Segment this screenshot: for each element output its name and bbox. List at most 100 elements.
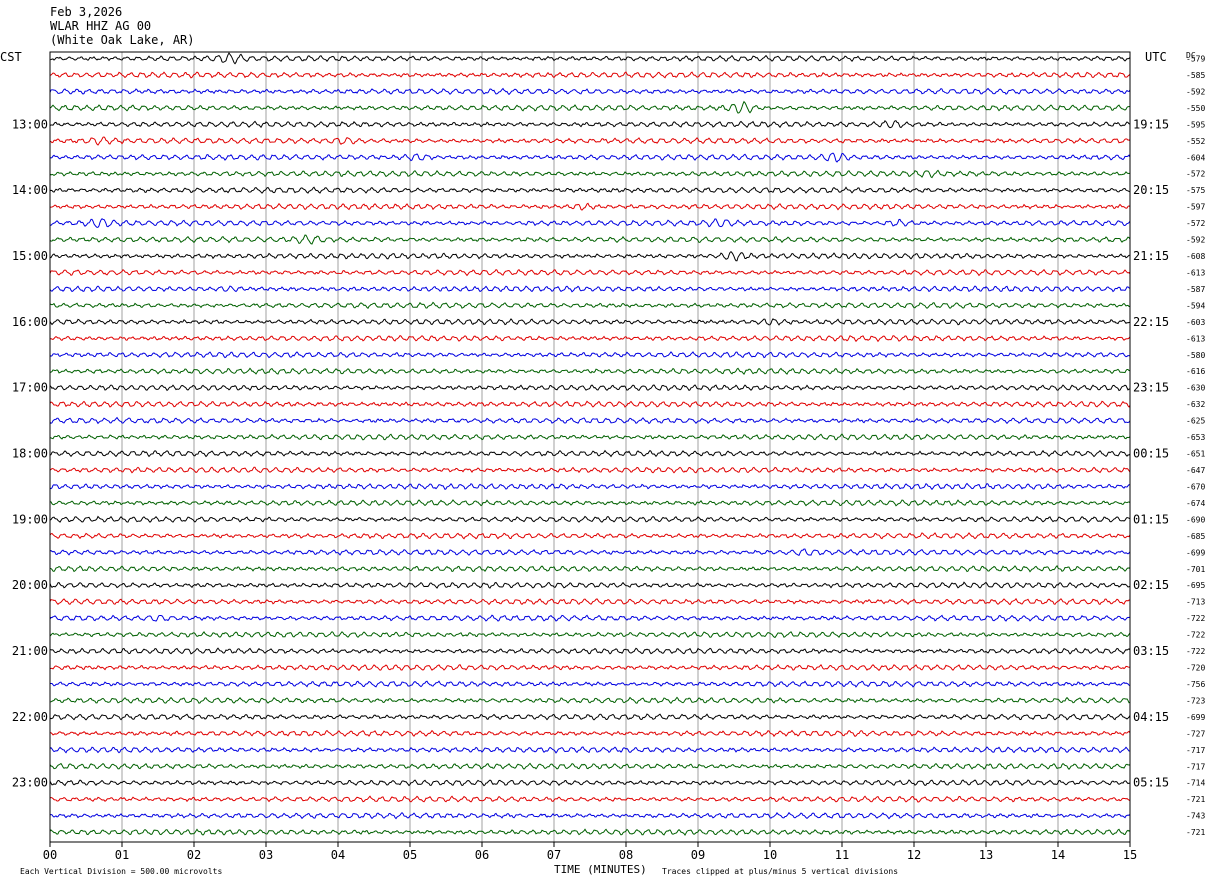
dc-offset-label: -699 [1186,713,1205,722]
left-hour-label: 22:00 [12,710,48,724]
station-location: (White Oak Lake, AR) [50,33,195,47]
dc-offset-label: -613 [1186,268,1205,277]
dc-offset-label: -572 [1186,219,1205,228]
clip-note: Traces clipped at plus/minus 5 vertical … [662,867,899,876]
trace-line-9 [49,202,1131,211]
x-tick-label: 08 [619,848,633,862]
dc-offset-label: -647 [1186,466,1205,475]
right-timezone-label: UTC [1145,50,1167,64]
dc-offset-label: -720 [1186,664,1205,673]
trace-line-17 [49,335,1131,343]
dc-offset-label: -604 [1186,153,1205,162]
dc-offset-label: -592 [1186,87,1205,96]
trace-line-34 [49,614,1131,622]
dc-offset-label: -721 [1186,828,1205,837]
trace-line-16 [49,318,1131,326]
dc-offset-label: -701 [1186,565,1205,574]
dc-offset-label: -653 [1186,433,1205,442]
dc-offset-label: -616 [1186,367,1205,376]
dc-offset-label: -756 [1186,680,1205,689]
dc-offset-label: -722 [1186,614,1205,623]
left-hour-label: 17:00 [12,381,48,395]
dc-offset-label: -714 [1186,779,1205,788]
trace-line-33 [49,597,1131,606]
left-timezone-label: CST [0,50,22,64]
dc-offset-label: -580 [1186,351,1205,360]
x-axis-label: TIME (MINUTES) [554,863,647,876]
dc-offset-label: -625 [1186,417,1205,426]
right-hour-label: 19:15 [1133,117,1169,131]
dc-offset-label: -603 [1186,318,1205,327]
trace-line-36 [49,647,1131,655]
left-hour-label: 14:00 [12,183,48,197]
x-tick-label: 04 [331,848,345,862]
dc-offset-label: -690 [1186,515,1205,524]
left-hour-label: 19:00 [12,512,48,526]
trace-line-3 [49,100,1131,114]
trace-line-21 [49,400,1131,408]
x-tick-label: 14 [1051,848,1065,862]
x-tick-label: 05 [403,848,417,862]
trace-line-22 [49,416,1131,425]
x-tick-label: 06 [475,848,489,862]
left-hour-label: 13:00 [12,117,48,131]
trace-line-38 [49,680,1131,688]
x-tick-label: 13 [979,848,993,862]
right-hour-label: 01:15 [1133,512,1169,526]
trace-line-1 [49,71,1131,79]
left-hour-label: 21:00 [12,644,48,658]
right-hour-label: 05:15 [1133,776,1169,790]
scale-note: Each Vertical Division = 500.00 microvol… [20,867,223,876]
trace-line-41 [49,729,1131,738]
trace-line-12 [49,250,1131,262]
trace-line-13 [49,268,1131,277]
trace-line-29 [49,532,1131,540]
dc-offset-label: -632 [1186,400,1205,409]
left-hour-label: 16:00 [12,315,48,329]
trace-line-26 [49,482,1131,491]
dc-offset-label: -651 [1186,450,1205,459]
dc-offset-label: -613 [1186,334,1205,343]
trace-line-24 [49,449,1131,458]
dc-offset-label: -743 [1186,812,1205,821]
trace-line-5 [49,136,1131,146]
trace-line-47 [49,828,1131,836]
dc-offset-label: -727 [1186,729,1205,738]
trace-line-15 [49,301,1131,310]
left-hour-labels: 13:00 14:00 15:00 16:00 17:00 18:00 19:00 20:00… [12,117,48,789]
minute-grid [121,52,1059,842]
x-tick-label: 02 [187,848,201,862]
trace-line-20 [49,384,1131,392]
dc-offset-label: -699 [1186,548,1205,557]
left-hour-label: 15:00 [12,249,48,263]
dc-offset-label: -717 [1186,746,1205,755]
x-tick-label: 10 [763,848,777,862]
seismic-traces [49,52,1131,836]
right-hour-label: 00:15 [1133,447,1169,461]
right-hour-label: 03:15 [1133,644,1169,658]
trace-line-23 [49,433,1131,441]
x-tick-label: 15 [1123,848,1137,862]
trace-line-25 [49,466,1131,474]
right-hour-label: 23:15 [1133,381,1169,395]
x-tick-label: 07 [547,848,561,862]
trace-line-39 [49,696,1131,704]
dc-offset-label: -550 [1186,104,1205,113]
dc-offset-label: -585 [1186,71,1205,80]
trace-line-18 [49,351,1131,359]
trace-line-32 [49,581,1131,589]
dc-offset-label: -575 [1186,186,1205,195]
trace-line-0 [49,52,1131,65]
trace-line-6 [49,152,1131,163]
trace-line-10 [49,218,1131,228]
trace-line-42 [49,746,1130,754]
record-date: Feb 3,2026 [50,5,123,19]
dc-offset-label: -592 [1186,236,1205,245]
dc-offset-label: -722 [1186,647,1205,656]
trace-line-40 [49,713,1131,721]
trace-line-45 [49,795,1131,803]
dc-offset-label: -713 [1186,598,1205,607]
dc-offset-label: -722 [1186,631,1205,640]
x-tick-label: 01 [115,848,129,862]
